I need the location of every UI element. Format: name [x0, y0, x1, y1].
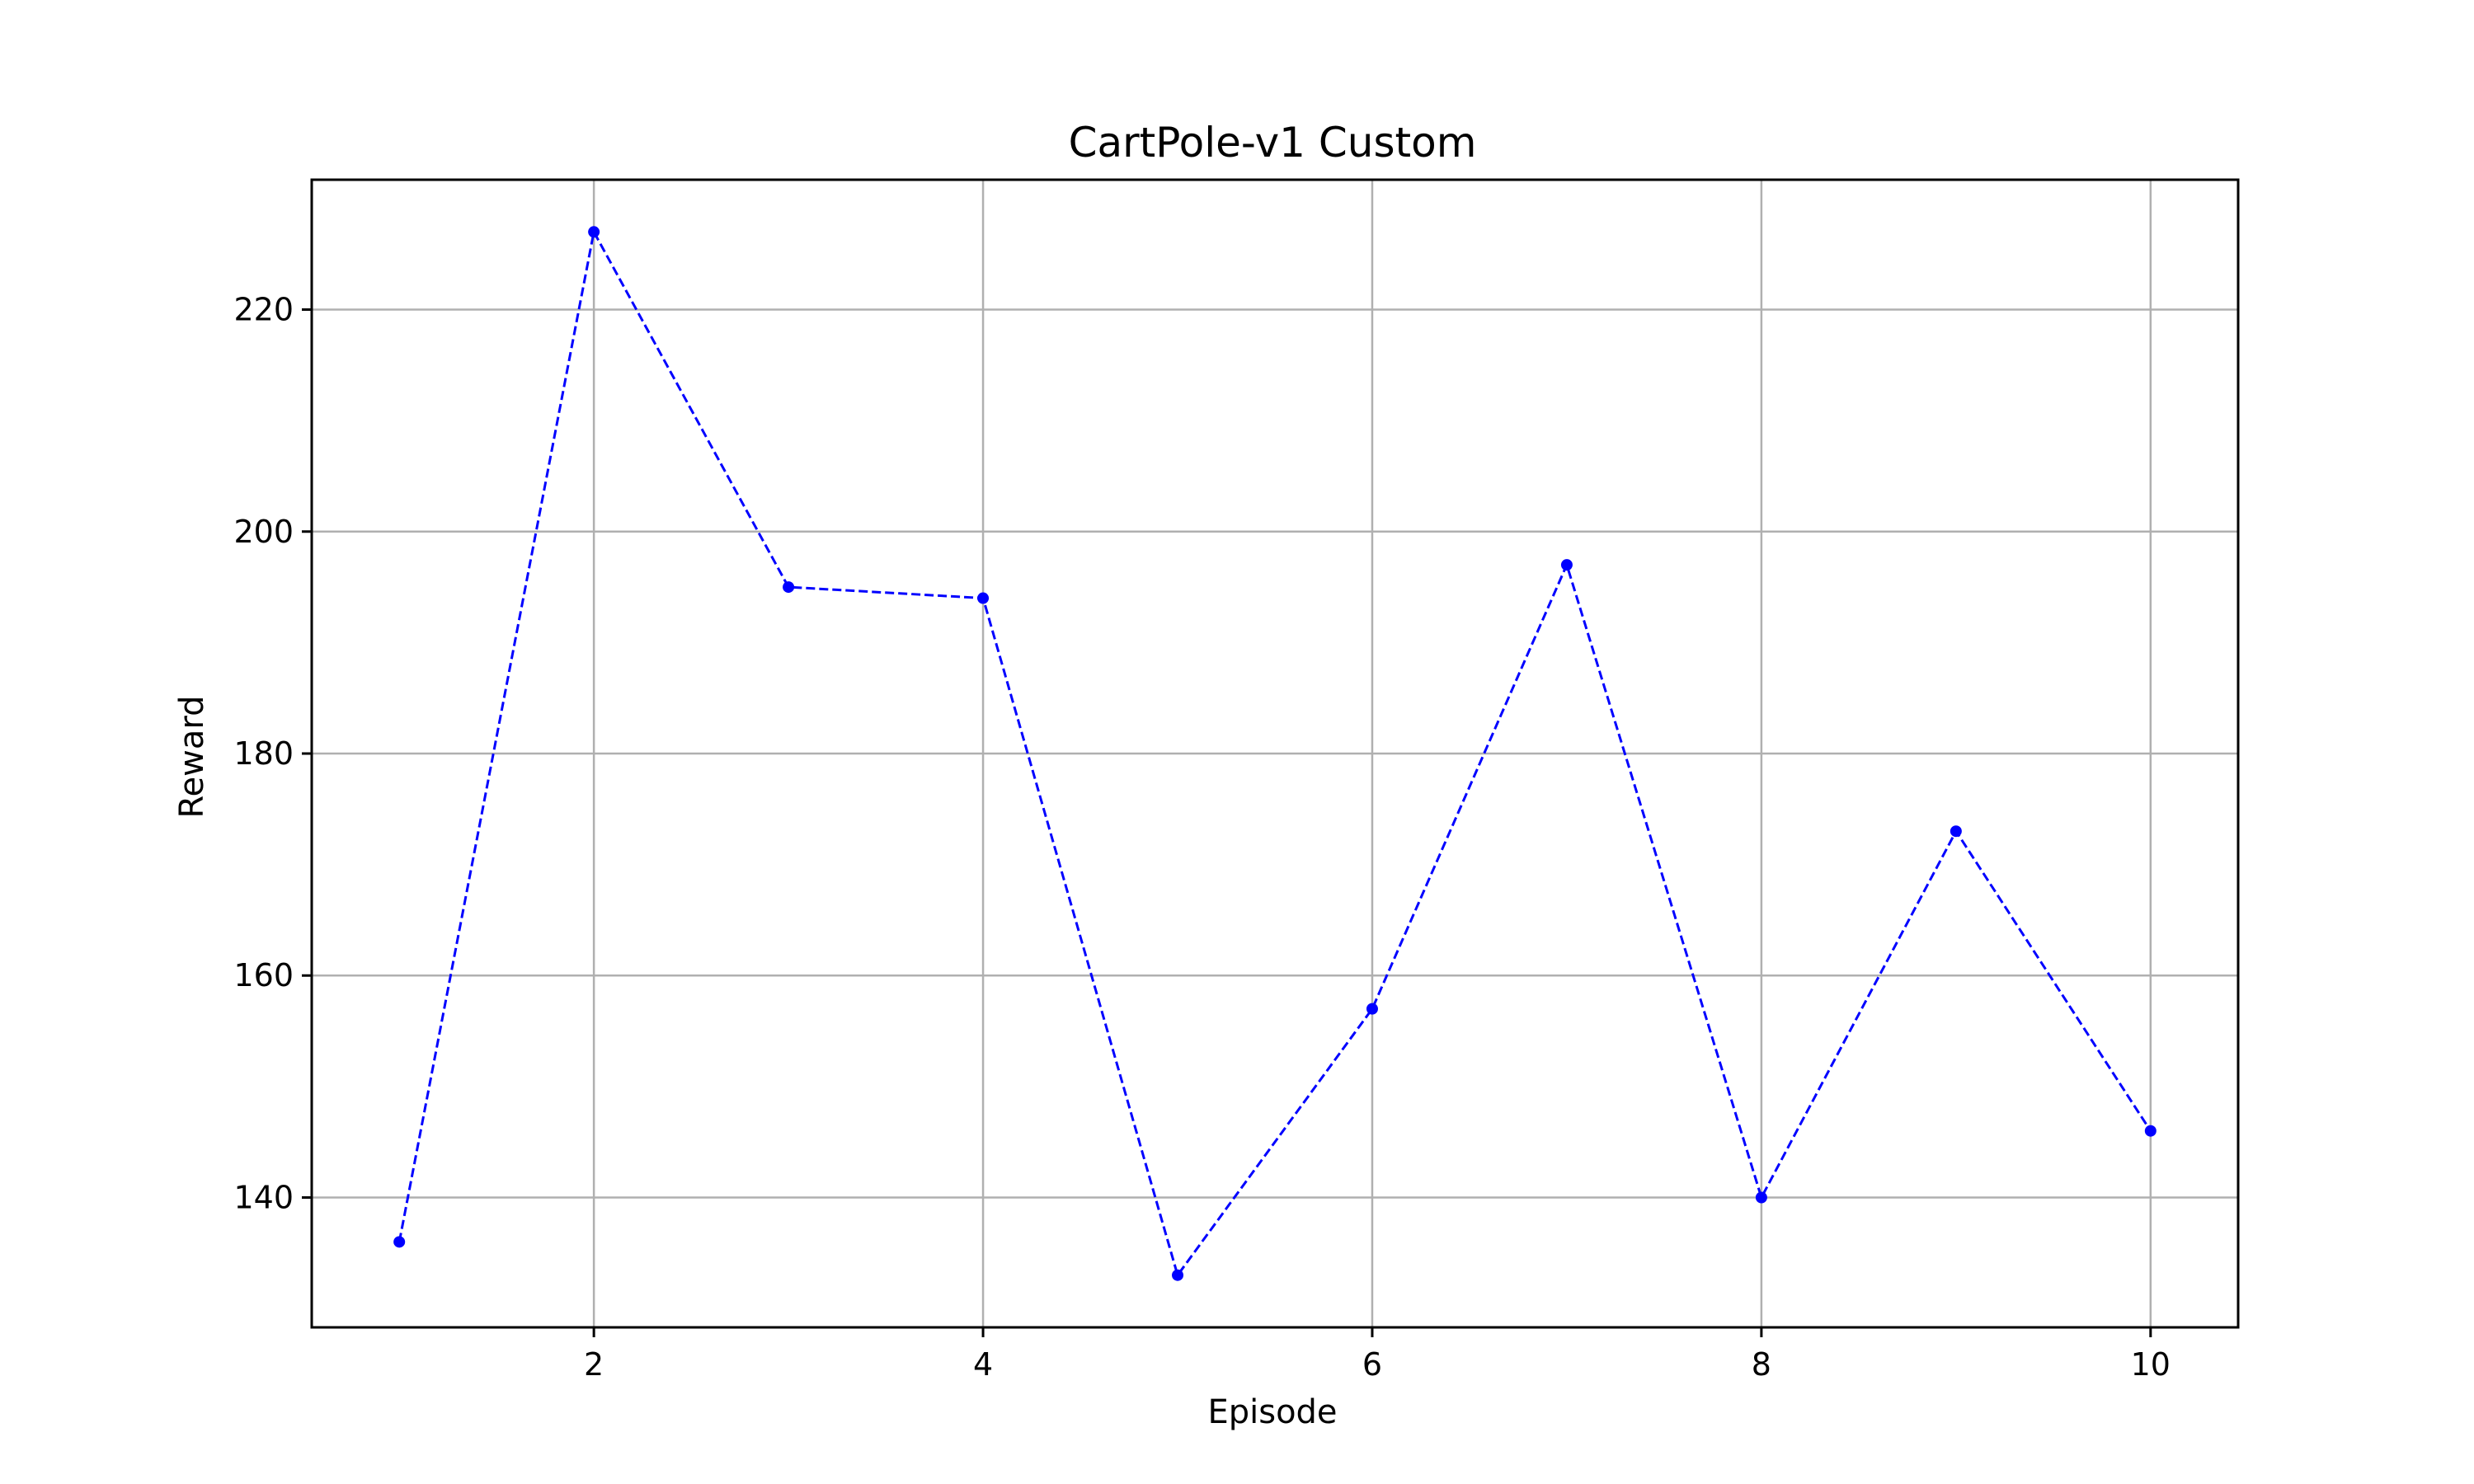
data-point — [393, 1236, 406, 1248]
x-tick-label: 6 — [1362, 1346, 1382, 1383]
axis-ticks: 2 4 6 8 10 140 160 180 200 220 — [233, 292, 2171, 1383]
data-series — [393, 226, 2157, 1281]
grid-lines — [312, 180, 2238, 1327]
data-point — [2144, 1125, 2157, 1137]
series-line — [397, 228, 2152, 1279]
x-tick-label: 10 — [2131, 1346, 2171, 1383]
data-point — [977, 592, 990, 604]
data-point — [1172, 1269, 1184, 1281]
x-tick-label: 2 — [584, 1346, 604, 1383]
y-tick-label: 160 — [233, 957, 294, 993]
x-tick-label: 8 — [1752, 1346, 1771, 1383]
data-point — [783, 581, 795, 594]
data-point — [1950, 825, 1962, 838]
y-axis-label: Reward — [173, 696, 211, 819]
y-tick-label: 200 — [233, 514, 294, 550]
data-point — [1755, 1191, 1767, 1204]
y-tick-label: 180 — [233, 735, 294, 772]
x-tick-label: 4 — [973, 1346, 993, 1383]
chart-title: CartPole-v1 Custom — [1069, 119, 1477, 167]
data-point — [1560, 559, 1573, 571]
y-tick-label: 140 — [233, 1179, 294, 1215]
x-axis-label: Episode — [1207, 1393, 1337, 1431]
data-point — [1366, 1003, 1378, 1015]
y-tick-label: 220 — [233, 292, 294, 328]
data-point — [588, 226, 600, 238]
